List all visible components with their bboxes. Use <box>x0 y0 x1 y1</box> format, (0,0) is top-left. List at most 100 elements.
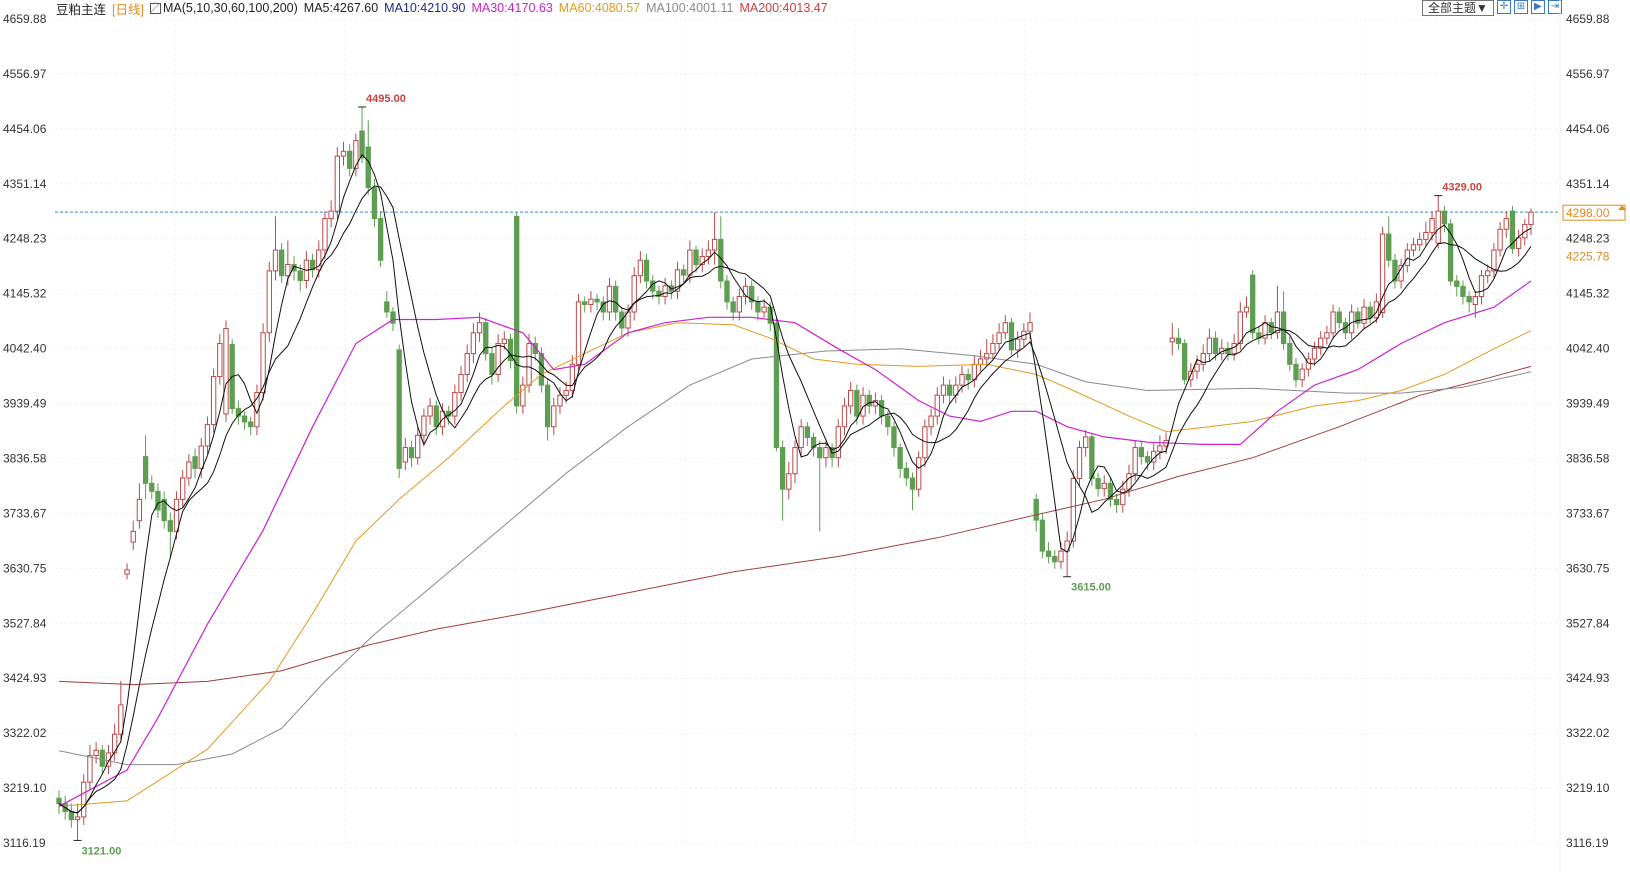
candle <box>142 435 149 500</box>
period-selector[interactable]: [日线] <box>112 2 144 17</box>
candle <box>1392 253 1398 289</box>
candle-body <box>1027 322 1033 332</box>
candle <box>278 243 285 284</box>
candle <box>1287 336 1293 372</box>
candle-body <box>897 447 903 469</box>
candle <box>514 212 520 414</box>
candle-body <box>755 301 761 313</box>
candle <box>1243 296 1250 318</box>
indicator-settings-icon[interactable] <box>149 2 161 14</box>
candle-body <box>909 477 916 490</box>
candle-body <box>1132 447 1138 475</box>
candle <box>1367 301 1373 324</box>
candle <box>458 365 464 401</box>
candle <box>328 200 334 228</box>
candle-body <box>1392 259 1398 282</box>
candle <box>1355 307 1361 329</box>
candle-body <box>347 150 353 169</box>
y-tick-label-right: 3322.02 <box>1566 726 1610 740</box>
candle-body <box>210 376 217 426</box>
candle <box>272 216 279 281</box>
candle-body <box>1515 237 1522 249</box>
chart-toolbar: 全部主题▼ ✛ ⊞ ▶ ⇥ <box>1422 0 1562 16</box>
candle <box>971 355 978 388</box>
candle <box>223 320 229 422</box>
candle <box>309 253 316 278</box>
candle <box>606 277 613 321</box>
candle <box>186 453 192 486</box>
candle <box>1250 269 1256 340</box>
candle-body <box>1194 363 1200 372</box>
candle-body <box>1503 218 1509 230</box>
crosshair-icon[interactable]: ✛ <box>1496 0 1511 14</box>
candle <box>266 261 272 342</box>
candle-body <box>1386 233 1392 261</box>
candle-body <box>1435 210 1441 244</box>
candle <box>1206 328 1213 361</box>
candle <box>724 275 730 310</box>
candle-body <box>1497 228 1503 251</box>
candle <box>1194 355 1200 380</box>
zoom-out-icon[interactable]: ▶ <box>1530 0 1545 14</box>
candle <box>1435 195 1441 249</box>
candle-body <box>495 342 501 375</box>
candle-body <box>470 332 477 355</box>
candle <box>928 408 934 436</box>
candle-body <box>309 259 316 271</box>
candle <box>161 491 167 529</box>
candle-body <box>1367 306 1373 319</box>
candle <box>755 296 761 321</box>
extreme-label: 3615.00 <box>1071 582 1111 594</box>
candle <box>847 381 854 414</box>
ma-params[interactable]: MA(5,10,30,60,100,200) <box>162 1 298 15</box>
candle <box>835 419 841 468</box>
candle-body <box>1033 498 1039 521</box>
zoom-in-icon[interactable]: ⊞ <box>1513 0 1528 14</box>
y-tick-label-right: 3116.19 <box>1566 836 1609 850</box>
candle-body <box>631 275 637 313</box>
candle <box>990 333 996 361</box>
candle-body <box>965 373 971 381</box>
candle <box>1200 344 1206 372</box>
candle <box>210 368 217 433</box>
theme-dropdown[interactable]: 全部主题▼ <box>1422 0 1494 16</box>
candle <box>1324 325 1330 345</box>
candle <box>427 397 433 425</box>
candle <box>81 774 87 825</box>
candle <box>922 419 928 468</box>
candle <box>854 384 860 425</box>
y-tick-label-left: 3836.58 <box>3 451 47 465</box>
candle <box>792 440 798 484</box>
candle-body <box>198 445 204 469</box>
candle <box>569 355 576 398</box>
candle <box>56 790 62 815</box>
candle-body <box>1002 322 1008 334</box>
candle <box>817 440 823 532</box>
candle <box>173 491 180 540</box>
candle-body <box>1423 231 1429 240</box>
candle <box>1169 323 1175 356</box>
candle-body <box>377 218 384 261</box>
scroll-end-icon[interactable]: ⇥ <box>1547 0 1562 14</box>
candle <box>965 368 971 390</box>
candle-body <box>779 447 786 490</box>
candle <box>68 803 75 828</box>
candle-body <box>421 415 427 436</box>
candle-body <box>1355 311 1361 324</box>
candle <box>662 277 668 305</box>
y-tick-label-left: 4145.32 <box>3 287 47 301</box>
candle-body <box>520 384 526 407</box>
candle-body <box>1361 306 1367 324</box>
candle-body <box>124 569 130 575</box>
candle <box>124 563 130 580</box>
candle-body <box>74 816 81 821</box>
candle-body <box>940 384 947 396</box>
candle <box>1466 291 1472 313</box>
candle-body <box>1485 270 1491 277</box>
candle <box>946 379 953 404</box>
candle-body <box>1144 456 1151 463</box>
y-tick-label-left: 3939.49 <box>3 397 47 411</box>
y-tick-label-left: 3424.93 <box>3 671 47 685</box>
candle-body <box>538 353 545 386</box>
